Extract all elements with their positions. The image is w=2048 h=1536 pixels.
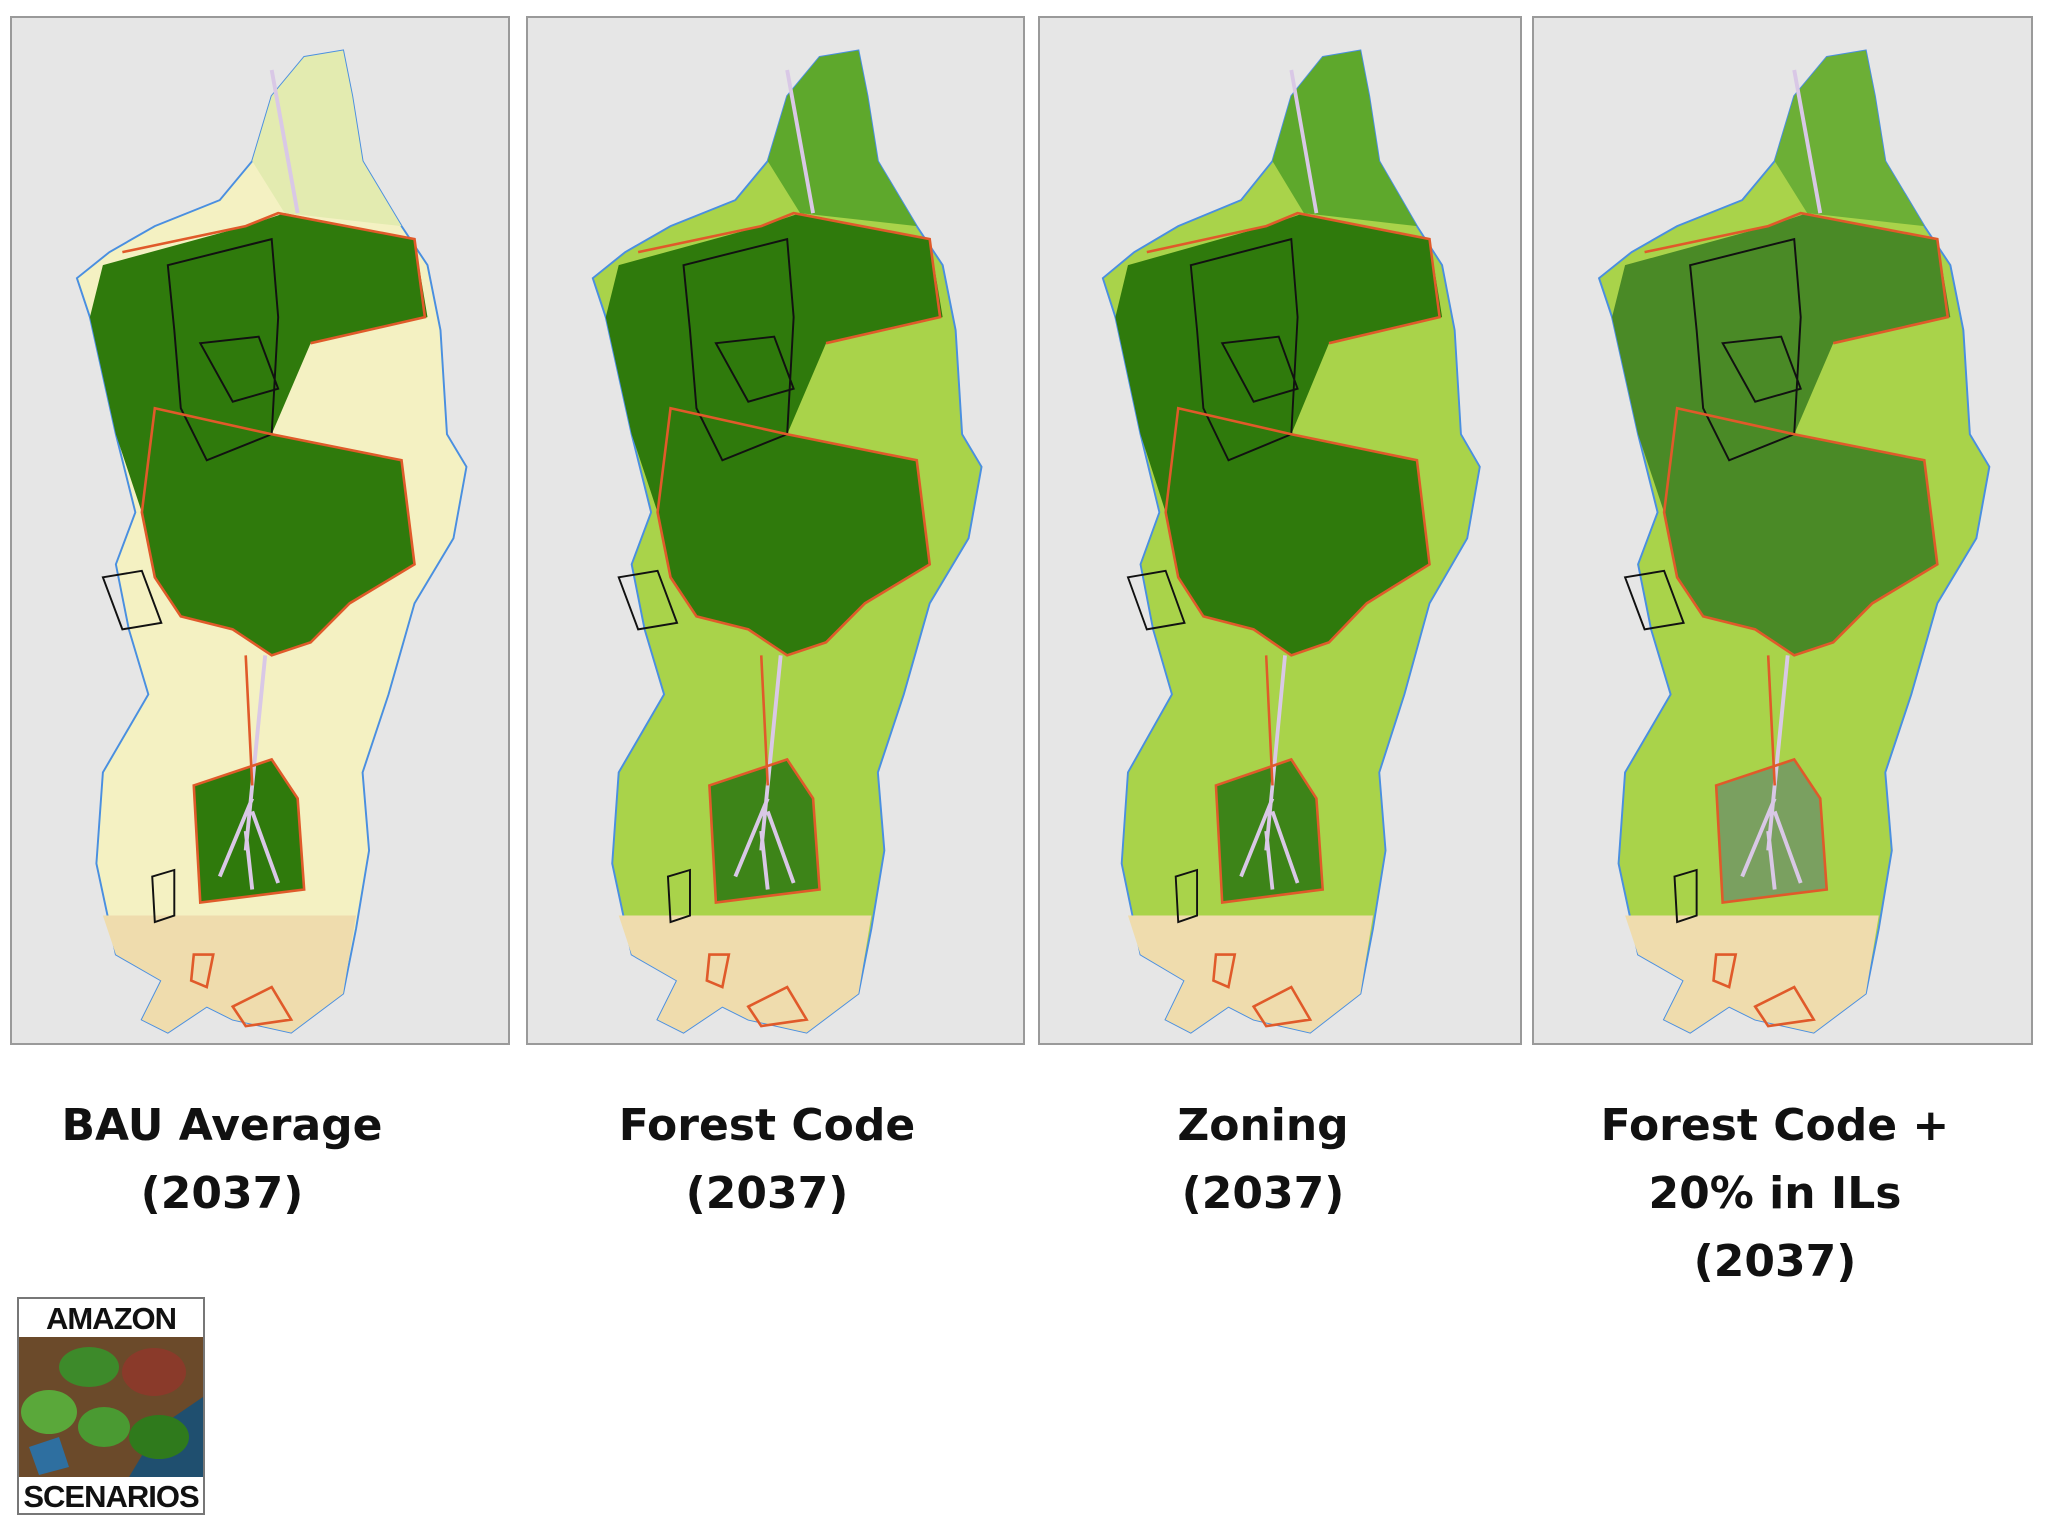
map-panel — [526, 16, 1025, 1045]
map — [75, 49, 468, 1034]
caption-line: Zoning — [1177, 1100, 1349, 1151]
caption-line: (2037) — [1693, 1236, 1857, 1287]
caption-line: (2037) — [1181, 1168, 1345, 1219]
caption-line: BAU Average — [61, 1100, 383, 1151]
caption: Forest Code (2037) — [517, 1092, 1017, 1228]
map — [591, 49, 983, 1034]
caption-line: Forest Code + — [1600, 1100, 1950, 1151]
map-panel — [10, 16, 510, 1045]
map — [1101, 49, 1481, 1034]
caption-line: Forest Code — [618, 1100, 916, 1151]
caption-line: (2037) — [140, 1168, 304, 1219]
caption: BAU Average (2037) — [0, 1092, 472, 1228]
map — [1598, 49, 1991, 1034]
logo-image — [19, 1337, 203, 1477]
map-panel — [1532, 16, 2033, 1045]
caption-line: 20% in ILs — [1648, 1168, 1902, 1219]
logo: AMAZON SCENARIOS — [17, 1297, 205, 1515]
logo-text: AMAZON — [45, 1301, 177, 1336]
logo-text: SCENARIOS — [23, 1479, 199, 1514]
caption: Forest Code + 20% in ILs (2037) — [1525, 1092, 2025, 1296]
map-panel — [1038, 16, 1522, 1045]
caption-line: (2037) — [685, 1168, 849, 1219]
caption: Zoning (2037) — [1013, 1092, 1513, 1228]
